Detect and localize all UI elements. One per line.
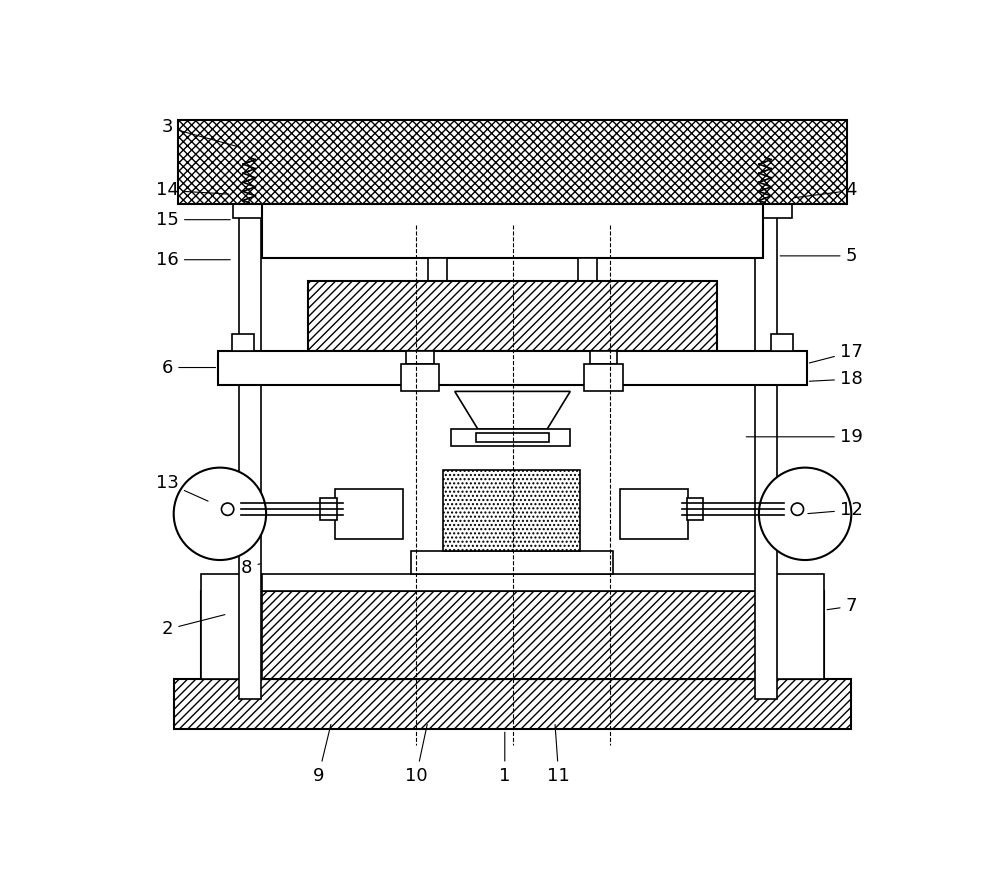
- Bar: [771, 334, 793, 351]
- Bar: [174, 679, 851, 729]
- Bar: [308, 281, 717, 351]
- Polygon shape: [455, 391, 570, 429]
- Text: 6: 6: [162, 359, 216, 376]
- Circle shape: [791, 503, 804, 515]
- Text: 5: 5: [780, 247, 857, 265]
- Text: 8: 8: [241, 559, 260, 577]
- Text: 9: 9: [313, 724, 331, 785]
- Bar: [411, 551, 613, 574]
- Bar: [443, 470, 580, 551]
- Text: 16: 16: [156, 251, 230, 269]
- Bar: [784, 478, 815, 551]
- Bar: [262, 204, 763, 258]
- Bar: [451, 429, 570, 446]
- Bar: [620, 489, 688, 539]
- Text: 19: 19: [746, 428, 863, 446]
- Bar: [584, 365, 623, 391]
- Bar: [232, 334, 254, 351]
- Bar: [218, 351, 807, 385]
- Bar: [687, 499, 703, 520]
- Bar: [262, 574, 763, 591]
- Text: 17: 17: [809, 343, 863, 363]
- Text: 13: 13: [156, 474, 208, 501]
- Bar: [590, 351, 617, 365]
- Bar: [201, 591, 824, 679]
- Bar: [428, 258, 447, 281]
- Text: 2: 2: [162, 615, 225, 639]
- Bar: [401, 365, 439, 391]
- Text: 10: 10: [405, 724, 428, 785]
- Circle shape: [174, 468, 266, 560]
- Text: 7: 7: [827, 597, 857, 615]
- Bar: [476, 433, 549, 442]
- Circle shape: [759, 468, 851, 560]
- Bar: [406, 351, 434, 365]
- Text: 11: 11: [547, 724, 570, 785]
- Bar: [233, 204, 267, 218]
- Bar: [320, 499, 337, 520]
- Text: 4: 4: [794, 181, 857, 199]
- Text: 1: 1: [499, 732, 510, 785]
- Bar: [178, 120, 847, 204]
- Bar: [201, 574, 262, 679]
- Bar: [210, 478, 241, 551]
- Text: 12: 12: [808, 501, 863, 519]
- Circle shape: [221, 503, 234, 515]
- Bar: [578, 258, 597, 281]
- Bar: [758, 204, 792, 218]
- Bar: [335, 489, 403, 539]
- Text: 14: 14: [156, 181, 229, 199]
- Text: 3: 3: [162, 118, 240, 147]
- Bar: [763, 574, 824, 679]
- Text: 15: 15: [156, 211, 230, 229]
- Bar: [755, 156, 777, 699]
- Text: 18: 18: [809, 370, 863, 388]
- Bar: [239, 156, 261, 699]
